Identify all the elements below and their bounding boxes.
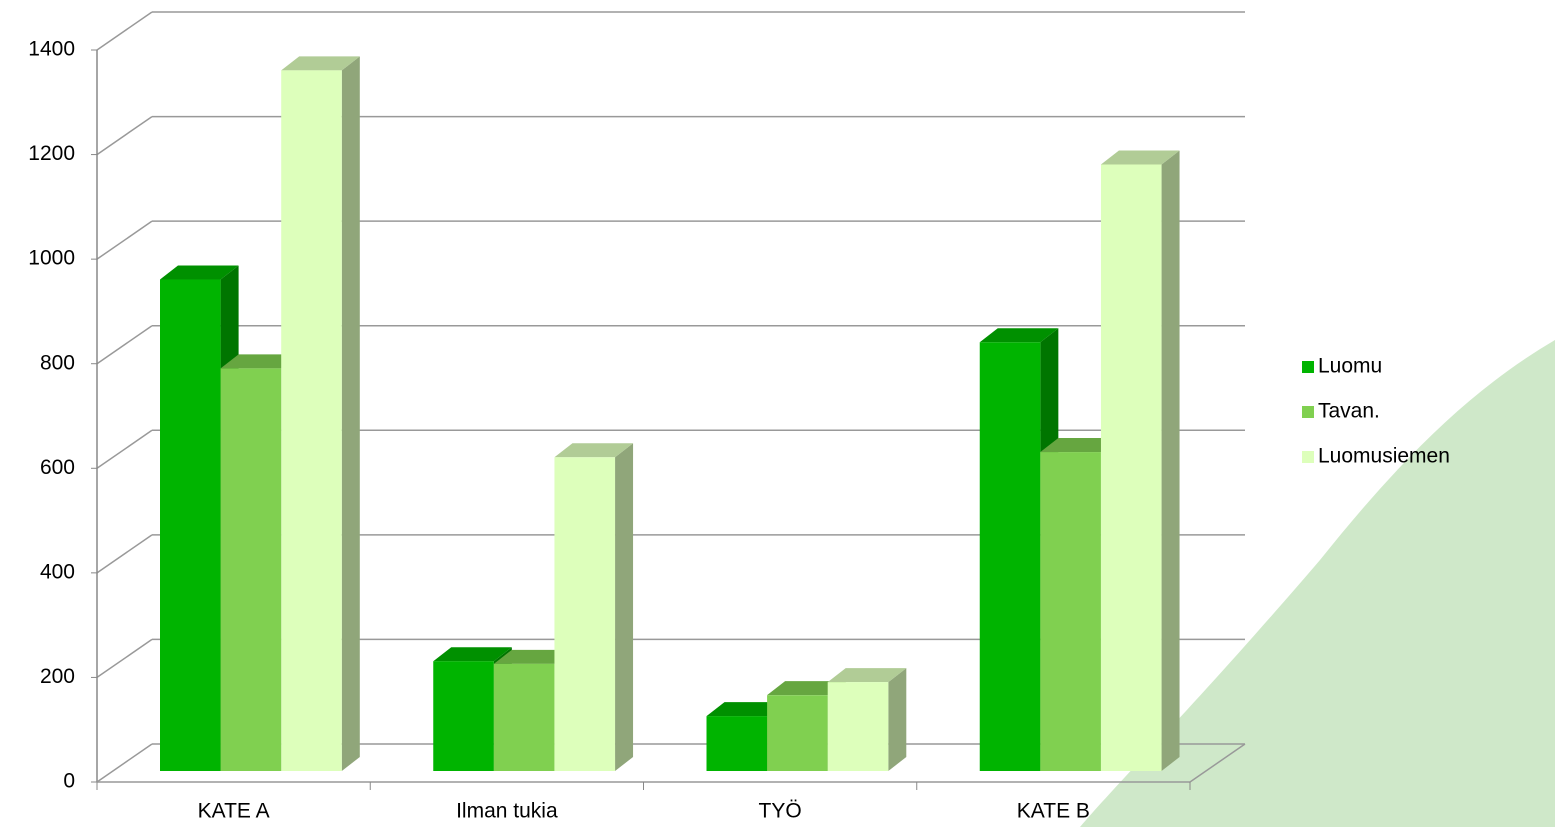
grid-line bbox=[96, 429, 153, 469]
bar-top bbox=[767, 681, 846, 696]
y-tick-label: 200 bbox=[40, 665, 75, 688]
bar-side bbox=[341, 56, 360, 771]
bar-top bbox=[433, 647, 512, 662]
bar-side bbox=[1161, 150, 1180, 771]
grid-line bbox=[96, 220, 153, 260]
bar bbox=[767, 695, 828, 771]
y-tick-label: 0 bbox=[63, 770, 75, 793]
bar-top bbox=[706, 702, 786, 717]
bar-side bbox=[615, 443, 634, 771]
grid-line bbox=[96, 11, 153, 51]
grid-line bbox=[96, 534, 153, 574]
y-tick-label: 400 bbox=[40, 560, 75, 583]
bar bbox=[706, 716, 768, 771]
legend-swatch bbox=[1302, 451, 1314, 463]
y-tick-label: 1200 bbox=[28, 142, 75, 165]
y-tick-label: 1400 bbox=[28, 38, 75, 61]
x-tick-label: TYÖ bbox=[759, 800, 802, 823]
bar-top bbox=[281, 56, 360, 71]
bar bbox=[281, 70, 342, 771]
bar bbox=[827, 682, 889, 771]
grid-line bbox=[96, 325, 153, 365]
grid-line bbox=[96, 743, 153, 783]
bar-top bbox=[1100, 150, 1180, 165]
bar-top bbox=[827, 668, 907, 683]
bar bbox=[1040, 452, 1101, 771]
grid-line bbox=[96, 115, 153, 156]
legend-swatch bbox=[1302, 361, 1314, 373]
bar-top bbox=[1040, 438, 1119, 453]
x-tick-label: KATE B bbox=[1017, 800, 1090, 823]
bar bbox=[979, 342, 1041, 771]
y-tick-label: 1000 bbox=[28, 247, 75, 270]
bar bbox=[160, 279, 221, 771]
x-tick-label: KATE A bbox=[198, 800, 270, 823]
bar bbox=[554, 457, 616, 771]
bar-top bbox=[979, 328, 1059, 343]
bar bbox=[1100, 164, 1162, 771]
bar-top bbox=[493, 649, 573, 664]
legend-label: Luomusiemen bbox=[1318, 445, 1450, 468]
grid-line bbox=[96, 638, 153, 679]
legend-label: Luomu bbox=[1318, 355, 1382, 378]
bar bbox=[433, 661, 494, 771]
bar-top bbox=[160, 265, 239, 280]
bar bbox=[493, 663, 555, 771]
bar-top bbox=[554, 443, 634, 458]
bar-top bbox=[220, 354, 300, 369]
background-leaf bbox=[1180, 340, 1555, 827]
legend-label: Tavan. bbox=[1318, 400, 1380, 423]
y-tick-label: 600 bbox=[40, 456, 75, 479]
bar bbox=[220, 368, 282, 771]
y-tick-label: 800 bbox=[40, 351, 75, 374]
bar-side bbox=[888, 668, 907, 771]
x-tick-label: Ilman tukia bbox=[456, 800, 558, 823]
legend-swatch bbox=[1302, 406, 1314, 418]
